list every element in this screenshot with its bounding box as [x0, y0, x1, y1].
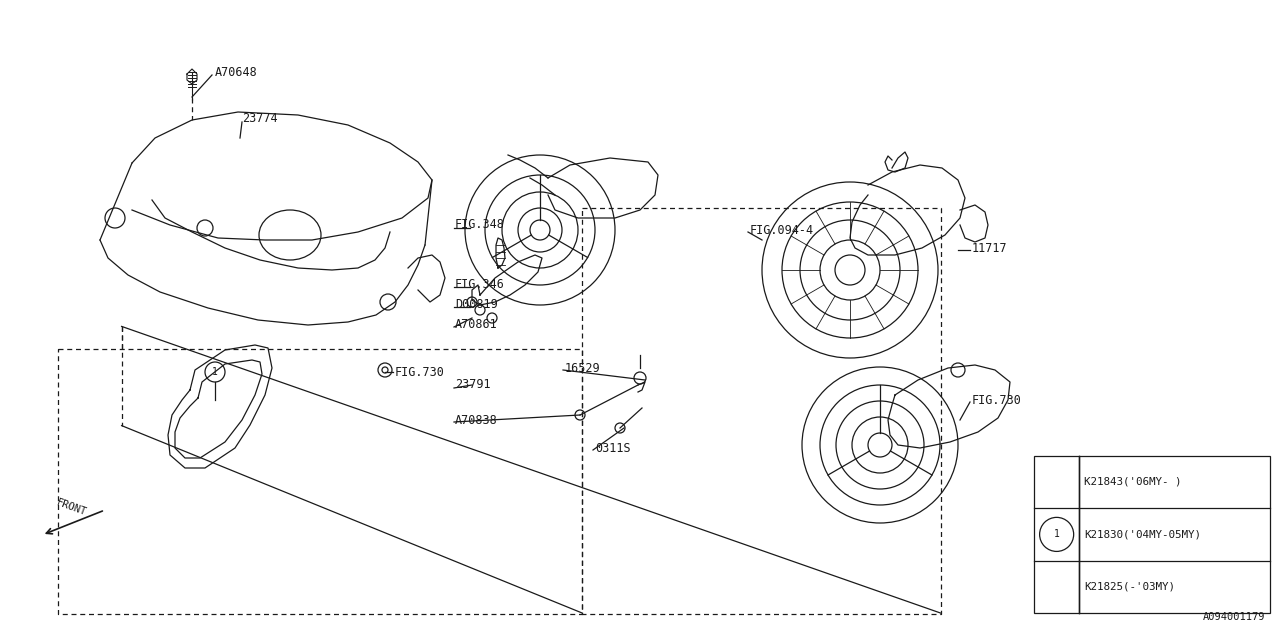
Text: A70838: A70838 [454, 413, 498, 426]
Text: FIG.094-4: FIG.094-4 [750, 223, 814, 237]
Text: 1: 1 [212, 367, 218, 377]
Text: K21825(-'03MY): K21825(-'03MY) [1084, 582, 1175, 592]
Text: FIG.346: FIG.346 [454, 278, 504, 291]
Text: 0311S: 0311S [595, 442, 631, 454]
Text: K21843('06MY- ): K21843('06MY- ) [1084, 477, 1181, 487]
Bar [1034, 456, 1270, 613]
Text: D00819: D00819 [454, 298, 498, 312]
Text: 23791: 23791 [454, 378, 490, 392]
Text: K21830('04MY-05MY): K21830('04MY-05MY) [1084, 529, 1201, 540]
Text: FIG.348: FIG.348 [454, 218, 504, 232]
Text: A70648: A70648 [215, 65, 257, 79]
Text: 1: 1 [1053, 529, 1060, 540]
Text: 16529: 16529 [564, 362, 600, 374]
Text: FRONT: FRONT [55, 498, 88, 518]
Text: A70861: A70861 [454, 319, 498, 332]
Text: 11717: 11717 [972, 241, 1007, 255]
Text: FIG.730: FIG.730 [972, 394, 1021, 406]
Text: A094001179: A094001179 [1202, 612, 1265, 622]
Text: 23774: 23774 [242, 111, 278, 125]
Text: FIG.730: FIG.730 [396, 365, 445, 378]
